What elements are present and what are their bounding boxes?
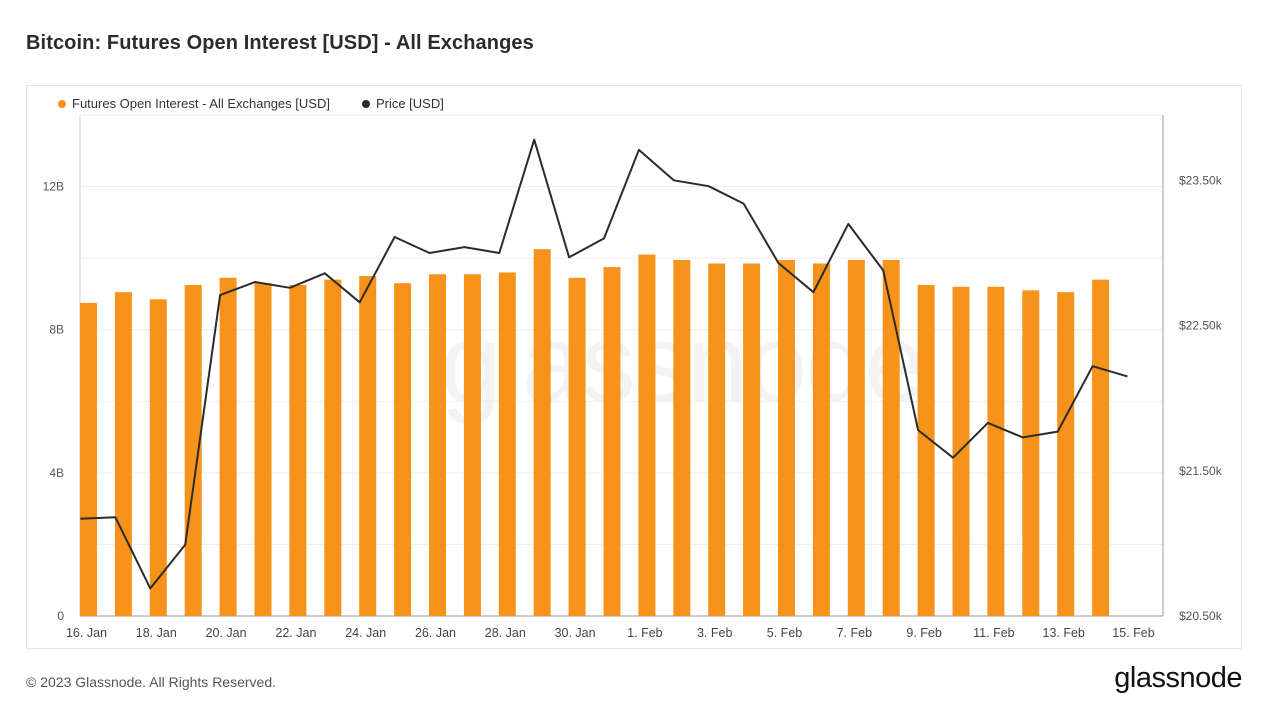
legend-swatch-price bbox=[361, 99, 370, 108]
x-tick-label: 20. Jan bbox=[206, 626, 247, 640]
legend-label-open-interest: Futures Open Interest - All Exchanges [U… bbox=[72, 96, 330, 111]
bar bbox=[533, 249, 551, 617]
x-tick-label: 30. Jan bbox=[555, 626, 596, 640]
bar bbox=[952, 286, 970, 616]
bar bbox=[1022, 290, 1040, 616]
bar bbox=[289, 284, 307, 616]
x-tick-label: 18. Jan bbox=[136, 626, 177, 640]
bar bbox=[743, 263, 761, 616]
y-left-tick-label: 8B bbox=[49, 323, 64, 337]
bar bbox=[498, 272, 516, 616]
bar bbox=[987, 286, 1005, 616]
chart-legend: Futures Open Interest - All Exchanges [U… bbox=[58, 96, 444, 111]
bar-series bbox=[80, 249, 1110, 617]
y-right-tick-label: $23.50k bbox=[1179, 173, 1223, 187]
x-tick-label: 24. Jan bbox=[345, 626, 386, 640]
x-tick-label: 15. Feb bbox=[1112, 626, 1154, 640]
bar bbox=[812, 263, 830, 616]
bar bbox=[324, 279, 342, 616]
x-tick-label: 3. Feb bbox=[697, 626, 732, 640]
legend-item-price[interactable]: Price [USD] bbox=[361, 96, 444, 111]
x-tick-label: 11. Feb bbox=[973, 626, 1015, 640]
legend-label-price: Price [USD] bbox=[375, 96, 444, 111]
x-tick-label: 5. Feb bbox=[767, 626, 802, 640]
bar bbox=[394, 283, 412, 616]
bar bbox=[1092, 279, 1110, 616]
x-tick-label: 16. Jan bbox=[66, 626, 107, 640]
y-left-tick-label: 0 bbox=[57, 609, 64, 623]
price-line bbox=[80, 138, 1128, 590]
bar bbox=[1057, 292, 1075, 616]
bar bbox=[429, 274, 446, 616]
bar bbox=[673, 259, 691, 616]
y-right-tick-label: $20.50k bbox=[1179, 609, 1223, 623]
y-left-tick-label: 4B bbox=[49, 466, 64, 480]
legend-swatch-open-interest bbox=[58, 99, 66, 108]
brand-logo: glassnode bbox=[1114, 662, 1242, 694]
bar bbox=[847, 259, 865, 616]
bar bbox=[184, 284, 202, 616]
x-tick-label: 7. Feb bbox=[837, 626, 872, 640]
y-left-tick-label: 12B bbox=[43, 180, 64, 194]
bar bbox=[708, 263, 726, 616]
bar bbox=[778, 259, 795, 616]
bar bbox=[149, 299, 167, 616]
chart-title: Bitcoin: Futures Open Interest [USD] - A… bbox=[26, 32, 534, 54]
x-tick-label: 28. Jan bbox=[485, 626, 526, 640]
bar bbox=[568, 277, 586, 616]
bar bbox=[638, 254, 656, 617]
bar bbox=[917, 284, 935, 616]
bar bbox=[219, 277, 237, 616]
x-tick-label: 26. Jan bbox=[415, 626, 456, 640]
legend-item-open-interest[interactable]: Futures Open Interest - All Exchanges [U… bbox=[58, 96, 330, 111]
bar bbox=[254, 283, 272, 616]
y-right-tick-label: $22.50k bbox=[1179, 319, 1223, 333]
bar bbox=[603, 267, 621, 616]
x-tick-label: 13. Feb bbox=[1043, 626, 1085, 640]
bar bbox=[463, 274, 481, 616]
x-tick-label: 1. Feb bbox=[627, 626, 662, 640]
x-tick-label: 22. Jan bbox=[275, 626, 316, 640]
copyright: © 2023 Glassnode. All Rights Reserved. bbox=[26, 674, 277, 690]
y-right-tick-label: $21.50k bbox=[1179, 464, 1223, 478]
x-tick-label: 9. Feb bbox=[906, 626, 941, 640]
bar bbox=[882, 259, 900, 616]
bar bbox=[359, 276, 377, 616]
bar bbox=[114, 292, 132, 616]
bar bbox=[80, 302, 97, 616]
